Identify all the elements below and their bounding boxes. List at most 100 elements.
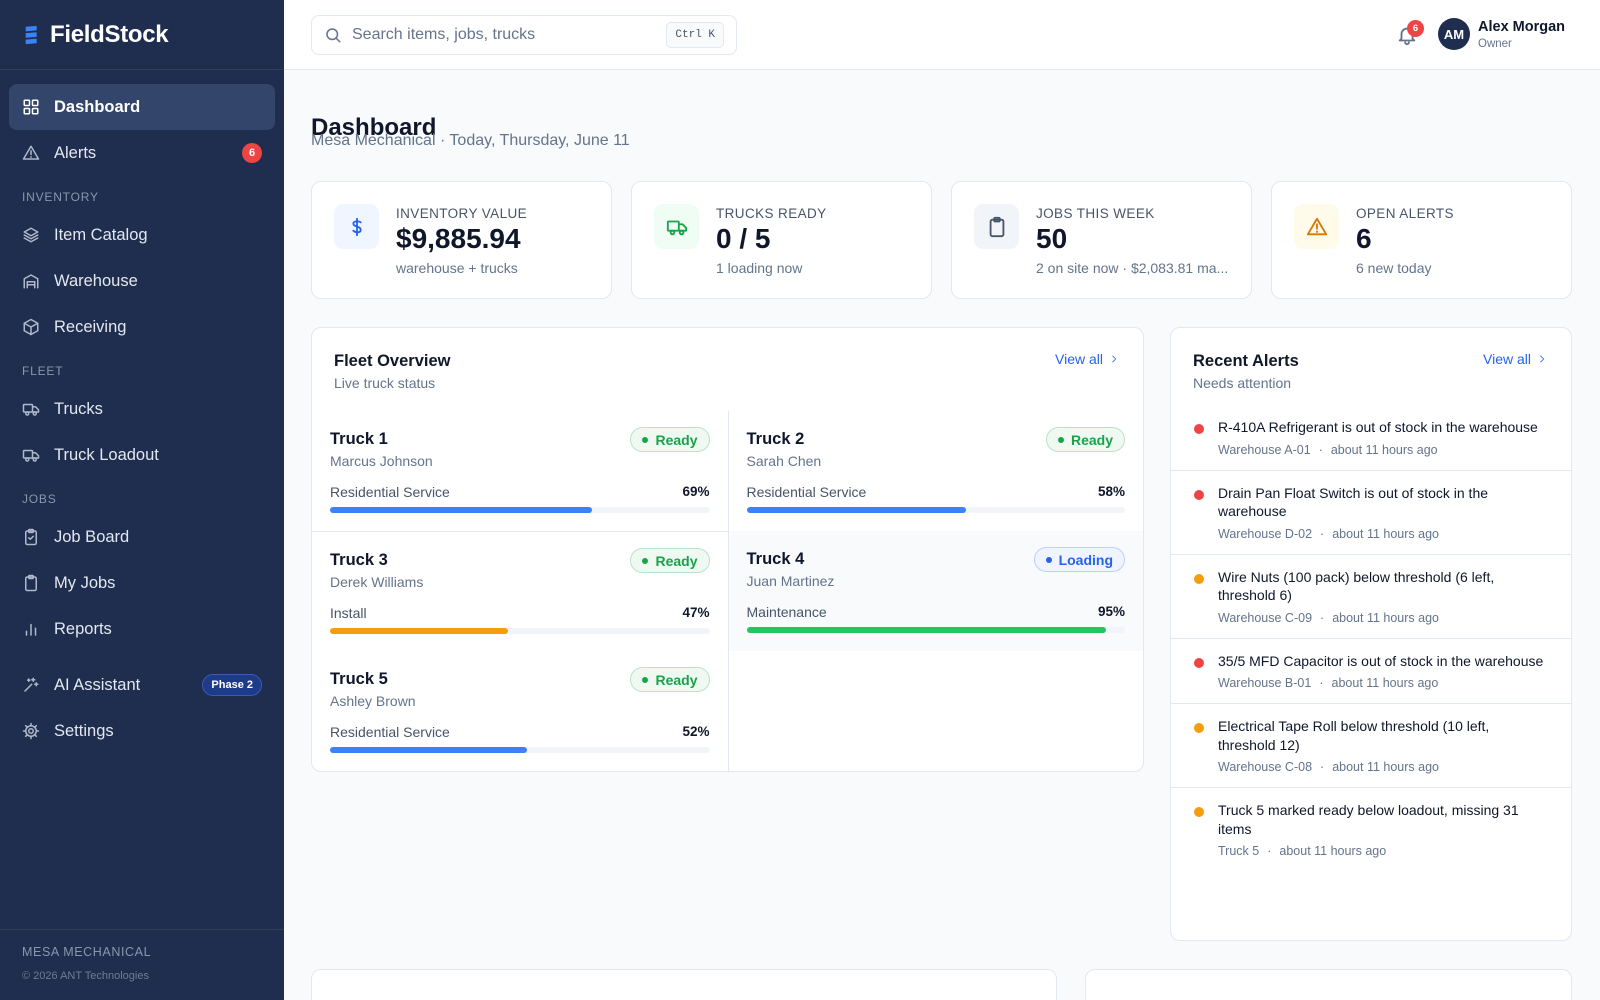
stat-note: warehouse + trucks xyxy=(396,260,518,276)
icon xyxy=(22,722,40,740)
alert-meta: Warehouse C-09 · about 11 hours ago xyxy=(1218,611,1549,625)
truck-name: Truck 2 xyxy=(746,430,805,448)
nav-item[interactable]: Truck Loadout xyxy=(9,432,275,478)
stat-icon xyxy=(1294,204,1339,249)
nav-item[interactable]: Receiving xyxy=(9,304,275,350)
alert-location: Truck 5 xyxy=(1218,844,1260,858)
severity-dot xyxy=(1194,807,1204,817)
nav-item[interactable]: Alerts 6 xyxy=(9,130,275,176)
progress-track xyxy=(746,627,1125,633)
stats: INVENTORY VALUE $9,885.94 warehouse + truc… xyxy=(311,181,1572,299)
icon xyxy=(23,274,39,289)
nav-item[interactable]: Job Board xyxy=(9,514,275,560)
driver: Derek Williams xyxy=(330,574,424,590)
stat-note: 6 new today xyxy=(1356,260,1432,276)
progress-fill xyxy=(330,628,509,634)
job-type: Maintenance xyxy=(746,604,827,620)
icon xyxy=(666,220,687,235)
nav-item[interactable]: Item Catalog xyxy=(9,212,275,258)
alert-meta: Warehouse C-08 · about 11 hours ago xyxy=(1218,760,1549,774)
alert-text: Truck 5 marked ready below loadout, miss… xyxy=(1218,802,1519,837)
page-title: Dashboard xyxy=(311,114,437,142)
stat-label: JOBS THIS WEEK xyxy=(1036,206,1155,221)
stat-label: INVENTORY VALUE xyxy=(396,206,528,221)
nav-label: My Jobs xyxy=(54,573,116,592)
progress-track xyxy=(746,507,1125,513)
truck-cell[interactable]: Truck 4 Juan Martinez Loading Maintenance 95… xyxy=(727,531,1143,651)
job-type: Residential Service xyxy=(746,484,867,500)
progress-track xyxy=(330,628,710,634)
truck-cell[interactable]: Truck 2 Sarah Chen Ready Residential Servic… xyxy=(727,411,1144,531)
card-title: Recent Alerts xyxy=(1193,352,1299,370)
sidebar: FieldStock Dashboard Alerts 6 INVENTORY Item … xyxy=(0,0,284,1000)
truck-cell[interactable]: Truck 3 Derek Williams Ready Install 47% xyxy=(312,531,728,651)
nav-item[interactable]: AI Assistant Phase 2 xyxy=(9,662,275,708)
alert-meta: Truck 5 · about 11 hours ago xyxy=(1218,844,1549,858)
status-pill: Ready xyxy=(630,427,710,452)
alert-item[interactable]: Wire Nuts (100 pack) below threshold (6 … xyxy=(1171,555,1571,639)
status-label: Ready xyxy=(655,552,698,569)
status-dot xyxy=(642,557,649,564)
nav-item[interactable]: My Jobs xyxy=(9,560,275,606)
alert-item[interactable]: 35/5 MFD Capacitor is out of stock in th… xyxy=(1171,639,1571,704)
nav-item[interactable]: Settings xyxy=(9,708,275,754)
card-subtitle: Live truck status xyxy=(334,375,436,391)
brand-name: FieldStock xyxy=(50,20,169,48)
status-dot xyxy=(642,436,649,443)
alert-item[interactable]: Drain Pan Float Switch is out of stock i… xyxy=(1171,471,1571,555)
severity-dot xyxy=(1194,723,1204,733)
search-box[interactable]: Search items, jobs, trucks Ctrl K xyxy=(311,15,737,55)
alert-item[interactable]: Electrical Tape Roll below threshold (10… xyxy=(1171,704,1571,788)
search-placeholder: Search items, jobs, trucks xyxy=(352,26,536,43)
driver: Ashley Brown xyxy=(330,693,416,709)
alert-item[interactable]: Truck 5 marked ready below loadout, miss… xyxy=(1171,788,1571,871)
truck-name: Truck 4 xyxy=(746,550,805,568)
nav-item[interactable]: Trucks xyxy=(9,386,275,432)
alert-time: about 11 hours ago xyxy=(1332,610,1440,625)
progress-fill xyxy=(746,627,1107,633)
progress-label: 69% xyxy=(682,484,710,499)
stat-value: 6 xyxy=(1356,223,1372,254)
view-all[interactable]: View all xyxy=(1055,351,1119,367)
alert-location: Warehouse C-08 xyxy=(1218,760,1313,774)
separator: · xyxy=(1319,676,1324,690)
copyright: © 2026 ANT Technologies xyxy=(22,970,149,982)
icon xyxy=(22,449,40,462)
user-menu[interactable]: AM Alex Morgan Owner xyxy=(1438,18,1565,50)
alert-text: Wire Nuts (100 pack) below threshold (6 … xyxy=(1218,568,1495,604)
icon xyxy=(22,145,40,160)
icon xyxy=(24,677,39,692)
separator: · xyxy=(1320,526,1325,541)
nav-item[interactable]: Warehouse xyxy=(9,258,275,304)
icon xyxy=(326,28,341,43)
stat-icon xyxy=(654,204,699,249)
nav-item[interactable]: Reports xyxy=(9,606,275,652)
nav-label: Receiving xyxy=(54,317,127,336)
severity-dot xyxy=(1194,573,1204,584)
nav-item[interactable]: Dashboard xyxy=(9,84,275,130)
alert-text: Drain Pan Float Switch is out of stock i… xyxy=(1218,484,1489,520)
main: Dashboard Mesa Mechanical · Today, Thursd… xyxy=(311,70,1572,1000)
stat-value: 0 / 5 xyxy=(716,223,771,254)
status-label: Ready xyxy=(655,671,698,688)
alert-item[interactable]: R-410A Refrigerant is out of stock in th… xyxy=(1171,405,1571,471)
alert-text: Electrical Tape Roll below threshold (10… xyxy=(1218,718,1490,753)
status-label: Loading xyxy=(1058,551,1113,568)
lower-card xyxy=(311,969,1057,1000)
alert-time: about 11 hours ago xyxy=(1332,760,1440,774)
view-all[interactable]: View all xyxy=(1483,351,1547,367)
page-subtitle: Mesa Mechanical · Today, Thursday, June … xyxy=(311,132,630,149)
icon xyxy=(1306,217,1327,235)
severity-dot xyxy=(1194,489,1204,500)
notifications[interactable]: 6 xyxy=(1396,20,1424,46)
truck-cell[interactable]: Truck 5 Ashley Brown Ready Residential Serv… xyxy=(312,651,728,771)
stat-card: OPEN ALERTS 6 6 new today xyxy=(1271,181,1572,299)
icon xyxy=(25,528,37,546)
nav-badge: 6 xyxy=(242,143,262,163)
shortcut: Ctrl K xyxy=(666,22,724,48)
truck-cell[interactable]: Truck 1 Marcus Johnson Ready Residential Se… xyxy=(312,411,728,531)
separator: · xyxy=(1320,760,1325,774)
status-label: Ready xyxy=(655,431,698,448)
sidebar-footer: MESA MECHANICAL © 2026 ANT Technologies xyxy=(0,929,284,1000)
icon xyxy=(989,216,1004,237)
